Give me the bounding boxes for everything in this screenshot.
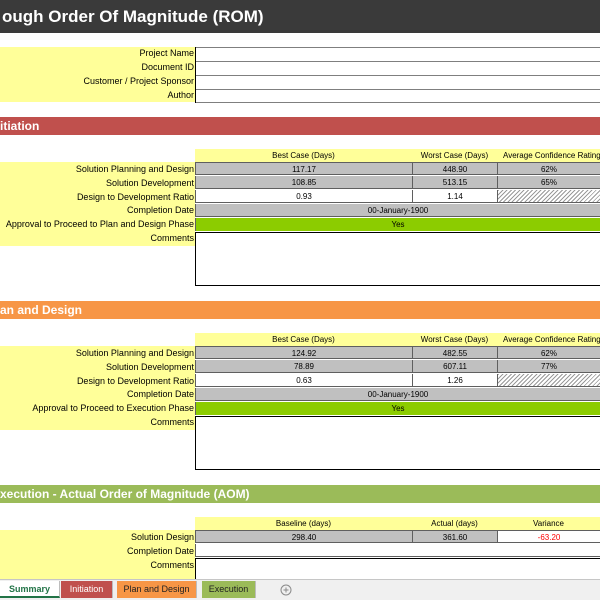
plan-design-row-label: Solution Planning and Design xyxy=(75,348,194,358)
initiation-section-header: itiation xyxy=(0,117,600,135)
initiation-completion-date[interactable]: 00-January-1900 xyxy=(195,204,600,217)
document-id-field[interactable] xyxy=(195,61,600,74)
plan-design-worst-cell[interactable]: 607.11 xyxy=(412,360,497,373)
fields-border xyxy=(195,47,196,103)
initiation-worst-cell[interactable]: 1.14 xyxy=(412,190,497,203)
plan-design-row-label: Design to Development Ratio xyxy=(76,376,194,386)
tab-execution[interactable]: Execution xyxy=(202,581,256,598)
customer-sponsor-label: Customer / Project Sponsor xyxy=(83,76,194,86)
plan-design-completion-label: Completion Date xyxy=(126,389,194,399)
plan-design-col-worst: Worst Case (Days) xyxy=(412,333,497,346)
plan-design-conf-cell[interactable]: 62% xyxy=(497,346,600,359)
plan-design-section-header: an and Design xyxy=(0,301,600,319)
execution-row-label: Solution Design xyxy=(130,532,194,542)
plan-design-completion-date[interactable]: 00-January-1900 xyxy=(195,388,600,401)
execution-actual-cell[interactable]: 361.60 xyxy=(412,530,497,543)
plan-design-worst-cell[interactable]: 482.55 xyxy=(412,346,497,359)
initiation-row-label: Solution Development xyxy=(105,178,194,188)
tab-initiation[interactable]: Initiation xyxy=(61,581,113,598)
initiation-ratio-hatched-cell xyxy=(497,190,600,203)
initiation-col-worst: Worst Case (Days) xyxy=(412,149,497,162)
plan-design-approval-value[interactable]: Yes xyxy=(195,402,600,415)
execution-comments-box[interactable] xyxy=(195,558,600,580)
sheet-tab-bar: Summary Initiation Plan and Design Execu… xyxy=(0,579,600,600)
initiation-comments-box[interactable] xyxy=(195,232,600,286)
plan-design-comments-label: Comments xyxy=(150,417,194,427)
sheet-title: ough Order Of Magnitude (ROM) xyxy=(0,0,600,33)
execution-comments-label: Comments xyxy=(150,560,194,570)
execution-heading: xecution - Actual Order of Magnitude (AO… xyxy=(0,487,250,501)
plan-design-heading: an and Design xyxy=(0,303,83,317)
plan-design-approval-label: Approval to Proceed to Execution Phase xyxy=(32,403,194,413)
initiation-worst-cell[interactable]: 448.90 xyxy=(412,162,497,175)
author-label: Author xyxy=(167,90,194,100)
execution-col-variance: Variance xyxy=(497,517,600,530)
execution-variance-cell[interactable]: -63.20 xyxy=(497,530,600,543)
document-id-label: Document ID xyxy=(141,62,194,72)
initiation-approval-value[interactable]: Yes xyxy=(195,218,600,231)
execution-completion-label: Completion Date xyxy=(126,546,194,556)
plan-design-worst-cell[interactable]: 1.26 xyxy=(412,374,497,387)
initiation-row-label: Design to Development Ratio xyxy=(76,192,194,202)
initiation-comments-label: Comments xyxy=(150,233,194,243)
tab-summary[interactable]: Summary xyxy=(0,581,60,598)
initiation-best-cell[interactable]: 108.85 xyxy=(195,176,412,189)
execution-labels-band xyxy=(0,530,195,579)
plan-design-best-cell[interactable]: 78.89 xyxy=(195,360,412,373)
execution-completion-date[interactable] xyxy=(195,544,600,557)
plan-design-row-label: Solution Development xyxy=(105,362,194,372)
execution-baseline-cell[interactable]: 298.40 xyxy=(195,530,412,543)
execution-col-baseline: Baseline (days) xyxy=(195,517,412,530)
initiation-worst-cell[interactable]: 513.15 xyxy=(412,176,497,189)
plan-design-labels-band xyxy=(0,346,195,430)
plan-design-conf-cell[interactable]: 77% xyxy=(497,360,600,373)
initiation-heading: itiation xyxy=(0,119,40,133)
plan-design-best-cell[interactable]: 124.92 xyxy=(195,346,412,359)
initiation-conf-cell[interactable]: 62% xyxy=(497,162,600,175)
initiation-best-cell[interactable]: 117.17 xyxy=(195,162,412,175)
initiation-labels-band xyxy=(0,162,195,246)
initiation-row-label: Solution Planning and Design xyxy=(75,164,194,174)
plus-circle-icon xyxy=(280,584,292,596)
plan-design-col-confidence: Average Confidence Rating xyxy=(497,333,600,346)
execution-col-actual: Actual (days) xyxy=(412,517,497,530)
project-labels-band xyxy=(0,47,195,102)
initiation-conf-cell[interactable]: 65% xyxy=(497,176,600,189)
tab-plan-and-design[interactable]: Plan and Design xyxy=(117,581,197,598)
project-name-label: Project Name xyxy=(139,48,194,58)
plan-design-ratio-hatched-cell xyxy=(497,374,600,387)
initiation-completion-label: Completion Date xyxy=(126,205,194,215)
initiation-col-confidence: Average Confidence Rating xyxy=(497,149,600,162)
execution-section-header: xecution - Actual Order of Magnitude (AO… xyxy=(0,485,600,503)
author-field[interactable] xyxy=(195,89,600,103)
initiation-col-best: Best Case (Days) xyxy=(195,149,412,162)
add-sheet-button[interactable] xyxy=(276,581,296,598)
plan-design-col-best: Best Case (Days) xyxy=(195,333,412,346)
initiation-best-cell[interactable]: 0.93 xyxy=(195,190,412,203)
plan-design-best-cell[interactable]: 0.63 xyxy=(195,374,412,387)
customer-sponsor-field[interactable] xyxy=(195,75,600,88)
initiation-approval-label: Approval to Proceed to Plan and Design P… xyxy=(5,219,194,229)
project-name-field[interactable] xyxy=(195,47,600,60)
plan-design-comments-box[interactable] xyxy=(195,416,600,470)
